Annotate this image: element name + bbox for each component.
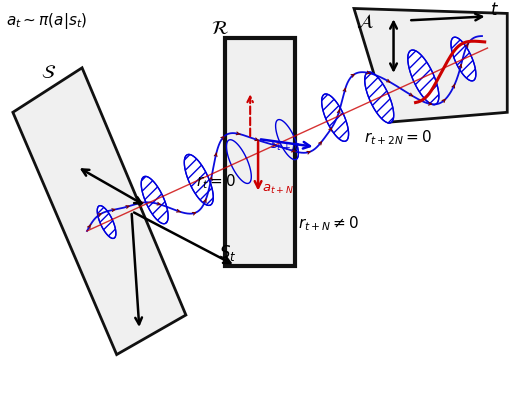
Text: $s_{t+N}$: $s_{t+N}$ <box>270 140 301 153</box>
Text: $S_t$: $S_t$ <box>218 243 236 263</box>
Polygon shape <box>97 206 116 238</box>
Text: $r_{t+2N} = 0$: $r_{t+2N} = 0$ <box>364 128 432 147</box>
Polygon shape <box>13 68 186 355</box>
Text: $\mathcal{S}$: $\mathcal{S}$ <box>41 64 56 82</box>
Text: $r_t = 0$: $r_t = 0$ <box>196 173 236 191</box>
Polygon shape <box>225 38 295 265</box>
Polygon shape <box>276 120 298 160</box>
Polygon shape <box>451 37 476 81</box>
Polygon shape <box>354 8 507 122</box>
Text: $\mathcal{A}$: $\mathcal{A}$ <box>356 12 374 30</box>
Polygon shape <box>184 154 213 205</box>
Text: $r_{t+N} \neq 0$: $r_{t+N} \neq 0$ <box>298 214 359 233</box>
Text: $t$: $t$ <box>490 2 499 19</box>
Text: $a_{t+N}$: $a_{t+N}$ <box>262 183 294 196</box>
Polygon shape <box>141 177 168 224</box>
Polygon shape <box>365 72 394 123</box>
Polygon shape <box>226 140 251 183</box>
Text: $a_t \sim \pi(a|s_t)$: $a_t \sim \pi(a|s_t)$ <box>6 11 87 32</box>
Polygon shape <box>322 94 349 141</box>
Polygon shape <box>408 50 439 105</box>
Text: $\mathcal{R}$: $\mathcal{R}$ <box>210 20 228 38</box>
